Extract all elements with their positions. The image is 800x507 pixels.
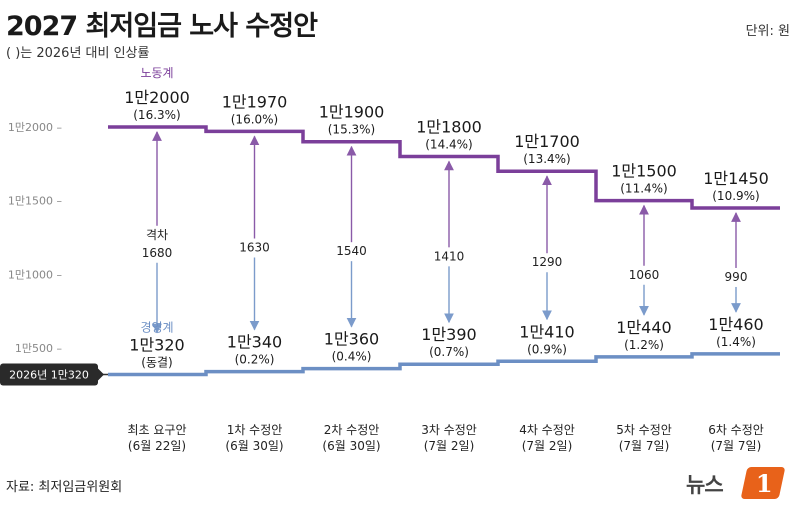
x-category-label: 4차 수정안 xyxy=(519,423,575,437)
x-category-label: 최초 요구안 xyxy=(127,423,186,437)
series-line-management xyxy=(108,352,780,377)
x-category-date: (7월 2일) xyxy=(424,439,475,453)
logo-wordmark: 뉴스 xyxy=(686,473,724,497)
labor-rate-label: (16.3%) xyxy=(133,108,180,122)
labor-value-label: 1만1970 xyxy=(222,92,288,111)
labor-value-label: 1만1500 xyxy=(611,162,677,181)
gap-value-label: 1630 xyxy=(239,240,270,254)
management-value-label: 1만460 xyxy=(708,315,763,334)
labor-value-label: 1만1800 xyxy=(416,117,482,136)
labor-value-label: 1만2000 xyxy=(124,88,190,107)
y-axis: 1만2000 – 1만1500 – 1만1000 – 1만500 – xyxy=(8,121,62,355)
x-category-label: 2차 수정안 xyxy=(324,423,380,437)
labor-rate-label: (11.4%) xyxy=(620,182,667,196)
series-line-labor xyxy=(108,125,780,210)
y-tick-label: 1만1000 – xyxy=(8,268,62,281)
labor-rate-label: (14.4%) xyxy=(425,137,472,151)
series-name-labor: 노동계 xyxy=(140,66,173,80)
management-value-label: 1만320 xyxy=(129,336,184,355)
x-category-date: (6월 22일) xyxy=(128,439,186,453)
gap-value-label: 1410 xyxy=(434,249,465,263)
gap-value-label: 1290 xyxy=(532,255,563,269)
management-rate-label: (1.4%) xyxy=(716,335,756,349)
x-category-date: (7월 7일) xyxy=(619,439,670,453)
gap-caption: 격차 xyxy=(146,228,168,242)
gap-value-label: 990 xyxy=(725,270,748,284)
management-rate-label: (0.2%) xyxy=(235,353,275,367)
x-category-label: 1차 수정안 xyxy=(227,423,283,437)
management-rate-label: (1.2%) xyxy=(624,338,664,352)
y-tick-label: 1만1500 – xyxy=(8,195,62,208)
management-value-label: 1만440 xyxy=(616,318,671,337)
news1-logo: 뉴스 1 xyxy=(686,465,796,503)
source-note: 자료: 최저임금위원회 xyxy=(6,480,123,495)
baseline-badge-label: 2026년 1만320 xyxy=(9,369,89,382)
chart-title: 2027 최저임금 노사 수정안 xyxy=(6,11,318,42)
x-category-date: (6월 30일) xyxy=(225,439,283,453)
management-value-label: 1만340 xyxy=(227,333,282,352)
x-axis: 최초 요구안 (6월 22일) 1차 수정안 (6월 30일) 2차 수정안 (6월 30… xyxy=(127,423,763,453)
baseline-badge-box xyxy=(0,363,98,386)
unit-label: 단위: 원 xyxy=(745,24,790,39)
gap-value-label: 1680 xyxy=(142,246,173,260)
gap-value-label: 1060 xyxy=(629,268,660,282)
management-value-label: 1만410 xyxy=(519,322,574,341)
baseline-badge-pointer xyxy=(98,368,104,381)
x-category-date: (7월 7일) xyxy=(711,439,762,453)
labor-value-label: 1만1700 xyxy=(514,132,580,151)
x-category-label: 6차 수정안 xyxy=(708,423,764,437)
gap-arrows xyxy=(152,131,741,334)
logo-badge-icon: 1 xyxy=(740,467,786,499)
x-category-label: 3차 수정안 xyxy=(421,423,477,437)
x-category-date: (6월 30일) xyxy=(322,439,380,453)
x-category-date: (7월 2일) xyxy=(522,439,573,453)
labor-value-label: 1만1900 xyxy=(319,103,385,122)
management-rate-label: (0.4%) xyxy=(332,350,372,364)
labor-rate-label: (13.4%) xyxy=(523,152,570,166)
management-rate-label: (동결) xyxy=(141,356,172,370)
labor-rate-label: (15.3%) xyxy=(328,123,375,137)
y-tick-label: 1만2000 – xyxy=(8,121,62,134)
labor-rate-label: (10.9%) xyxy=(712,189,759,203)
series-name-management: 경영계 xyxy=(140,321,173,335)
y-tick-label: 1만500 – xyxy=(15,342,62,355)
management-value-label: 1만360 xyxy=(324,330,379,349)
management-rate-label: (0.7%) xyxy=(429,345,469,359)
chart-subtitle: ( )는 2026년 대비 인상률 xyxy=(6,46,150,61)
baseline-badge: 2026년 1만320 xyxy=(0,363,104,386)
management-rate-label: (0.9%) xyxy=(527,342,567,356)
management-value-label: 1만390 xyxy=(421,325,476,344)
labor-rate-label: (16.0%) xyxy=(231,112,278,126)
gap-value-label: 1540 xyxy=(336,244,367,258)
x-category-label: 5차 수정안 xyxy=(616,423,672,437)
labor-value-label: 1만1450 xyxy=(703,169,769,188)
